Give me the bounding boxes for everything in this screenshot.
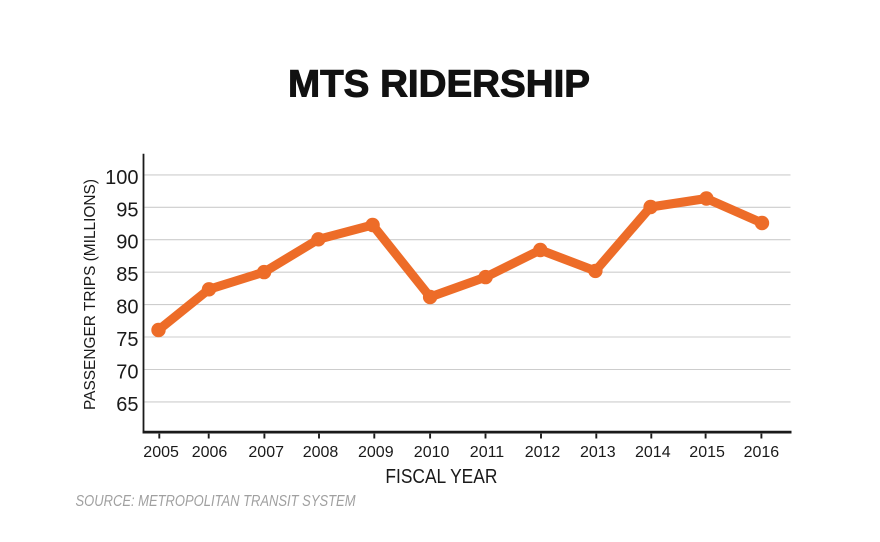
svg-text:2014: 2014 bbox=[635, 444, 671, 461]
svg-text:2011: 2011 bbox=[470, 444, 505, 461]
svg-text:2016: 2016 bbox=[744, 444, 780, 461]
svg-text:85: 85 bbox=[116, 264, 138, 286]
svg-text:2012: 2012 bbox=[525, 444, 561, 461]
svg-text:SOURCE: METROPOLITAN TRANSIT S: SOURCE: METROPOLITAN TRANSIT SYSTEM bbox=[76, 493, 356, 510]
svg-text:2008: 2008 bbox=[303, 444, 339, 461]
svg-text:2006: 2006 bbox=[192, 444, 228, 461]
svg-text:65: 65 bbox=[116, 394, 138, 416]
svg-text:2010: 2010 bbox=[414, 444, 450, 461]
svg-text:70: 70 bbox=[116, 362, 138, 384]
svg-text:2009: 2009 bbox=[358, 444, 394, 461]
svg-text:PASSENGER TRIPS (MILLIONS): PASSENGER TRIPS (MILLIONS) bbox=[82, 179, 99, 410]
svg-text:2013: 2013 bbox=[580, 444, 616, 461]
svg-text:90: 90 bbox=[116, 232, 138, 254]
svg-text:95: 95 bbox=[116, 199, 138, 221]
svg-text:MTS RIDERSHIP: MTS RIDERSHIP bbox=[288, 63, 590, 105]
svg-text:75: 75 bbox=[116, 329, 138, 351]
svg-text:FISCAL YEAR: FISCAL YEAR bbox=[385, 466, 497, 488]
svg-text:2007: 2007 bbox=[248, 444, 284, 461]
svg-text:100: 100 bbox=[105, 167, 138, 189]
svg-text:80: 80 bbox=[116, 297, 138, 319]
svg-text:2015: 2015 bbox=[689, 444, 725, 461]
svg-text:2005: 2005 bbox=[143, 444, 179, 461]
